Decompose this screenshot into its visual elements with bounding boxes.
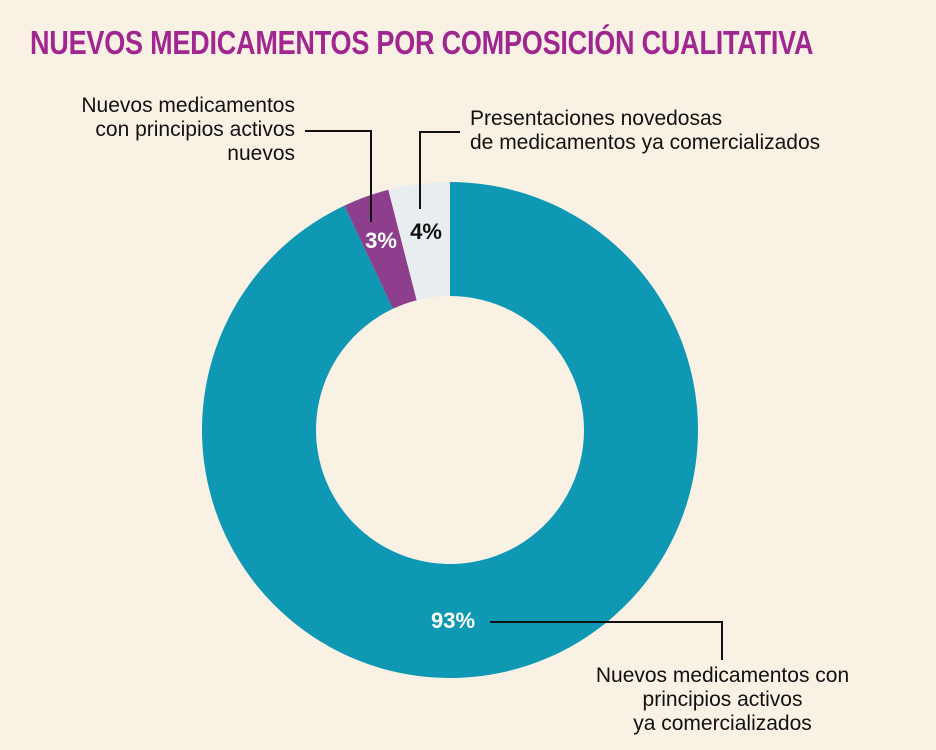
label-line: ya comercializados xyxy=(633,712,812,735)
label-line: con principios activos xyxy=(95,118,295,141)
label-new-presentations: Presentaciones novedosas de medicamentos… xyxy=(470,107,820,155)
label-line: nuevos xyxy=(227,142,295,165)
donut-slice xyxy=(344,189,417,309)
leader-line-93 xyxy=(490,621,723,660)
label-line: principios activos xyxy=(642,688,803,711)
leader-line-4 xyxy=(419,131,460,209)
label-existing-active: Nuevos medicamentos con principios activ… xyxy=(560,664,885,736)
label-line: de medicamentos ya comercializados xyxy=(470,131,821,154)
label-line: Nuevos medicamentos xyxy=(81,94,295,117)
slice-value-label: 4% xyxy=(410,219,442,244)
slice-value-label: 3% xyxy=(365,228,397,253)
donut-slice xyxy=(388,182,450,301)
label-new-active: Nuevos medicamentos con principios activ… xyxy=(40,94,295,166)
chart-title: NUEVOS MEDICAMENTOS POR COMPOSICIÓN CUAL… xyxy=(30,24,814,61)
label-line: Presentaciones novedosas xyxy=(470,107,723,130)
leader-line-3 xyxy=(305,130,372,222)
donut-slice xyxy=(201,182,698,678)
slice-value-label: 93% xyxy=(431,608,475,633)
label-line: Nuevos medicamentos con xyxy=(595,664,850,687)
